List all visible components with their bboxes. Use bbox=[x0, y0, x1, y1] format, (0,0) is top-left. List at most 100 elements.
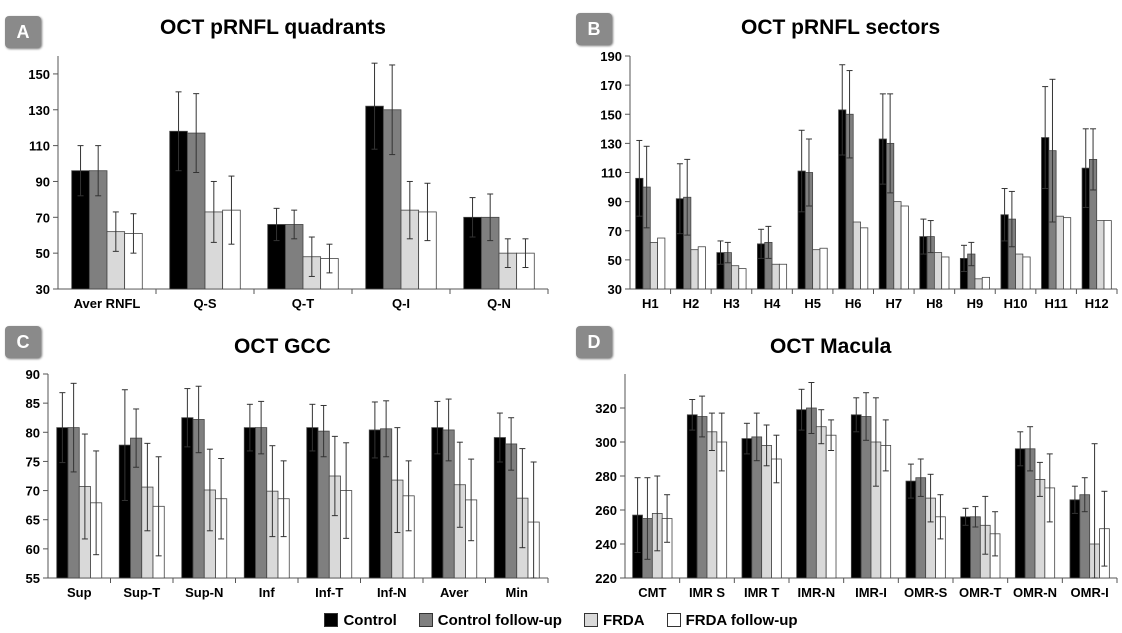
x-tick-label: H12 bbox=[1085, 296, 1109, 311]
bar bbox=[812, 249, 821, 290]
bar bbox=[697, 246, 706, 290]
bar bbox=[771, 263, 780, 290]
bar bbox=[819, 247, 828, 290]
y-tick-label: 55 bbox=[26, 571, 40, 586]
legend-item-control: Control bbox=[324, 611, 397, 629]
bar bbox=[1063, 217, 1072, 290]
y-tick-label: 110 bbox=[29, 139, 50, 154]
x-tick-label: H8 bbox=[926, 296, 943, 311]
legend-item-control-followup: Control follow-up bbox=[418, 611, 562, 629]
x-tick-label: Inf-N bbox=[377, 585, 407, 600]
x-tick-label: H3 bbox=[723, 296, 740, 311]
x-tick-label: OMR-I bbox=[1071, 585, 1109, 600]
y-tick-label: 80 bbox=[26, 425, 40, 440]
x-tick-label: OMR-T bbox=[959, 585, 1002, 600]
x-tick-label: Q-T bbox=[292, 296, 314, 311]
legend-label-control: Control bbox=[343, 611, 397, 629]
x-tick-label: CMT bbox=[638, 585, 666, 600]
y-tick-label: 60 bbox=[26, 542, 40, 557]
panel-badge-b: B bbox=[576, 13, 612, 45]
bar bbox=[893, 201, 902, 290]
legend-item-frda-followup: FRDA follow-up bbox=[666, 612, 798, 629]
x-tick-label: H1 bbox=[642, 296, 659, 311]
bar bbox=[1103, 220, 1112, 290]
y-tick-label: 75 bbox=[26, 454, 40, 469]
x-tick-label: OMR-N bbox=[1013, 585, 1057, 600]
bar bbox=[960, 516, 971, 579]
legend-swatch-frda-followup bbox=[666, 613, 681, 627]
bar bbox=[900, 205, 909, 290]
y-tick-label: 90 bbox=[26, 367, 40, 382]
y-tick-label: 260 bbox=[595, 503, 617, 518]
panel-title-c: OCT GCC bbox=[234, 335, 331, 358]
bar bbox=[981, 276, 990, 290]
x-tick-label: Q-S bbox=[193, 296, 216, 311]
panel-badge-a: A bbox=[5, 16, 41, 48]
x-tick-label: Inf-T bbox=[315, 585, 343, 600]
bar bbox=[738, 268, 747, 290]
y-tick-label: 30 bbox=[36, 282, 50, 297]
x-tick-label: OMR-S bbox=[904, 585, 948, 600]
bar bbox=[778, 263, 788, 290]
x-tick-label: H5 bbox=[804, 296, 821, 311]
y-tick-label: 50 bbox=[608, 253, 622, 268]
x-tick-label: Sup bbox=[67, 585, 92, 600]
x-tick-label: H9 bbox=[967, 296, 984, 311]
bar bbox=[1096, 220, 1105, 290]
x-tick-label: H11 bbox=[1045, 296, 1068, 311]
panel-title-d: OCT Macula bbox=[770, 335, 892, 358]
y-tick-label: 85 bbox=[26, 396, 40, 411]
legend-label-control-followup: Control follow-up bbox=[437, 611, 562, 629]
x-tick-label: Aver RNFL bbox=[74, 296, 141, 311]
y-tick-label: 130 bbox=[28, 103, 50, 118]
y-tick-label: 50 bbox=[36, 246, 50, 261]
bar bbox=[974, 278, 983, 290]
x-tick-label: Sup-T bbox=[123, 585, 160, 600]
legend-label-frda: FRDA bbox=[602, 611, 645, 629]
x-tick-label: IMR S bbox=[689, 585, 725, 600]
y-tick-label: 190 bbox=[600, 49, 622, 64]
y-tick-label: 30 bbox=[608, 282, 622, 297]
legend: Control Control follow-up FRDA FRDA foll… bbox=[0, 608, 1122, 632]
bar bbox=[1015, 253, 1024, 290]
bar bbox=[1014, 448, 1026, 579]
x-tick-label: Q-N bbox=[487, 296, 511, 311]
y-tick-label: 300 bbox=[595, 435, 617, 450]
legend-swatch-frda bbox=[583, 613, 598, 627]
panel-badge-d: D bbox=[576, 326, 612, 358]
bar bbox=[657, 237, 666, 290]
bar bbox=[741, 438, 753, 579]
y-tick-label: 65 bbox=[26, 513, 40, 528]
x-tick-label: IMR-N bbox=[798, 585, 836, 600]
bar bbox=[850, 414, 862, 579]
panel-title-a: OCT pRNFL quadrants bbox=[160, 16, 386, 39]
y-tick-label: 280 bbox=[595, 469, 617, 484]
bar bbox=[696, 416, 708, 579]
y-tick-label: 70 bbox=[608, 224, 622, 239]
bar bbox=[690, 249, 699, 290]
x-tick-label: H2 bbox=[683, 296, 700, 311]
bar bbox=[1055, 215, 1064, 290]
x-tick-label: Sup-N bbox=[185, 585, 223, 600]
legend-swatch-control-followup bbox=[418, 613, 433, 627]
y-tick-label: 110 bbox=[601, 166, 622, 181]
x-tick-label: IMR T bbox=[744, 585, 779, 600]
panel-title-b: OCT pRNFL sectors bbox=[741, 16, 941, 39]
bar bbox=[731, 265, 740, 290]
y-tick-label: 90 bbox=[36, 174, 50, 189]
bar bbox=[686, 414, 698, 579]
x-tick-label: IMR-I bbox=[855, 585, 887, 600]
x-tick-label: H10 bbox=[1004, 296, 1028, 311]
x-tick-label: Aver bbox=[440, 585, 468, 600]
y-tick-label: 240 bbox=[595, 537, 617, 552]
legend-swatch-control bbox=[324, 613, 339, 627]
bar bbox=[649, 241, 658, 290]
legend-item-frda: FRDA bbox=[583, 611, 645, 629]
x-tick-label: H4 bbox=[764, 296, 781, 311]
y-tick-label: 90 bbox=[608, 195, 622, 210]
bar bbox=[933, 252, 943, 290]
bar bbox=[1022, 256, 1031, 290]
y-tick-label: 170 bbox=[600, 78, 622, 93]
x-tick-label: Q-I bbox=[392, 296, 410, 311]
